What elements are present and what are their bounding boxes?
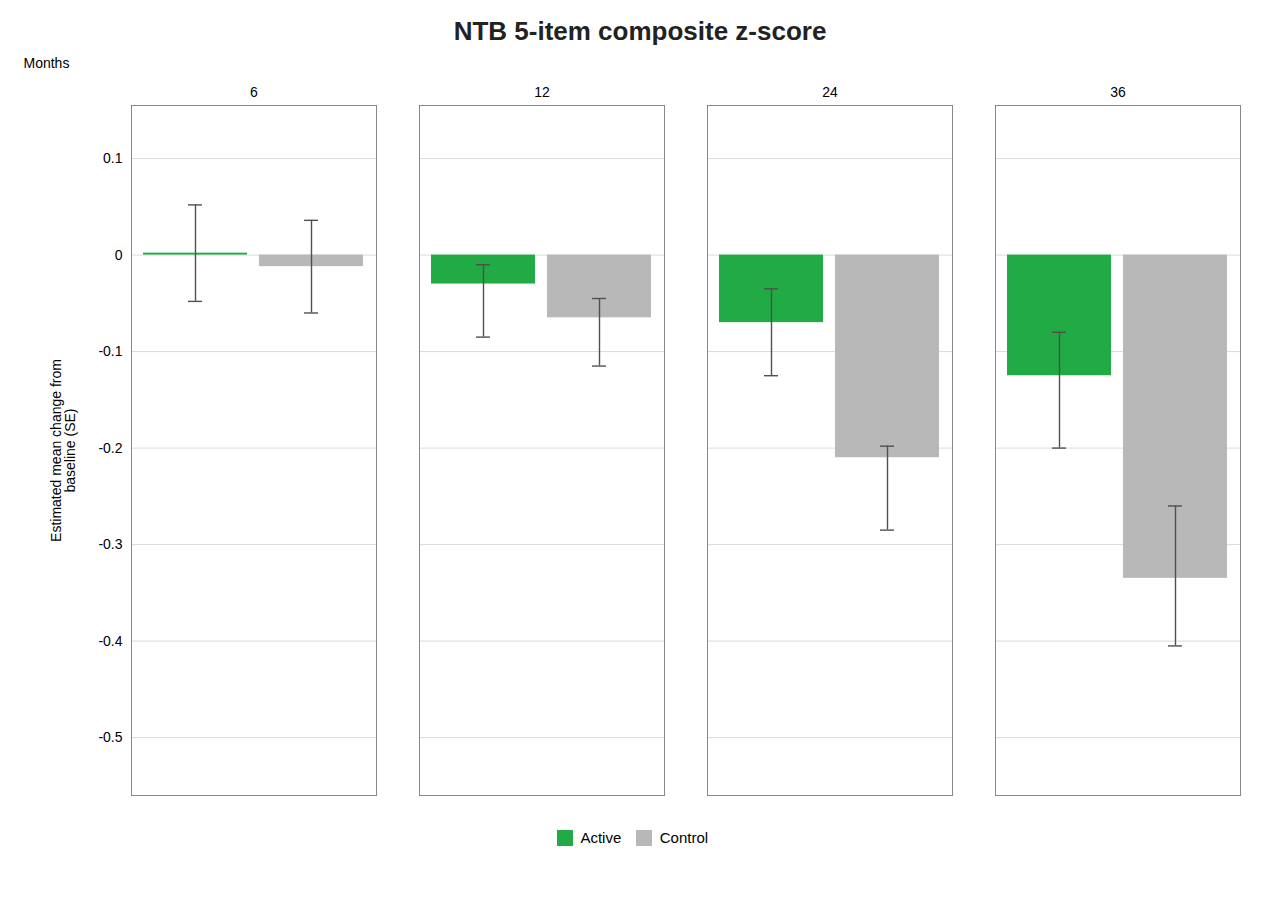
svg-text:-0.5: -0.5 [98, 729, 122, 745]
html-text:Control: Control [659, 829, 709, 846]
svg-text:Months: Months [24, 55, 70, 71]
svg-text:-0.2: -0.2 [98, 440, 122, 456]
svg-text:36: 36 [1110, 84, 1126, 100]
html-text:NTB 5-item composite z-score: NTB 5-item composite z-score [453, 16, 827, 46]
svg-text:12: 12 [534, 84, 550, 100]
svg-text:-0.3: -0.3 [98, 536, 122, 552]
svg-text:6: 6 [250, 84, 258, 100]
svg-text:0: 0 [115, 247, 123, 263]
svg-text:0.1: 0.1 [103, 150, 123, 166]
svg-text:Estimated mean change frombase: Estimated mean change frombaseline (SE) [48, 359, 78, 542]
svg-text:-0.4: -0.4 [98, 633, 122, 649]
svg-text:24: 24 [822, 84, 838, 100]
svg-text:-0.1: -0.1 [98, 343, 122, 359]
html-text:Active: Active [580, 829, 622, 846]
